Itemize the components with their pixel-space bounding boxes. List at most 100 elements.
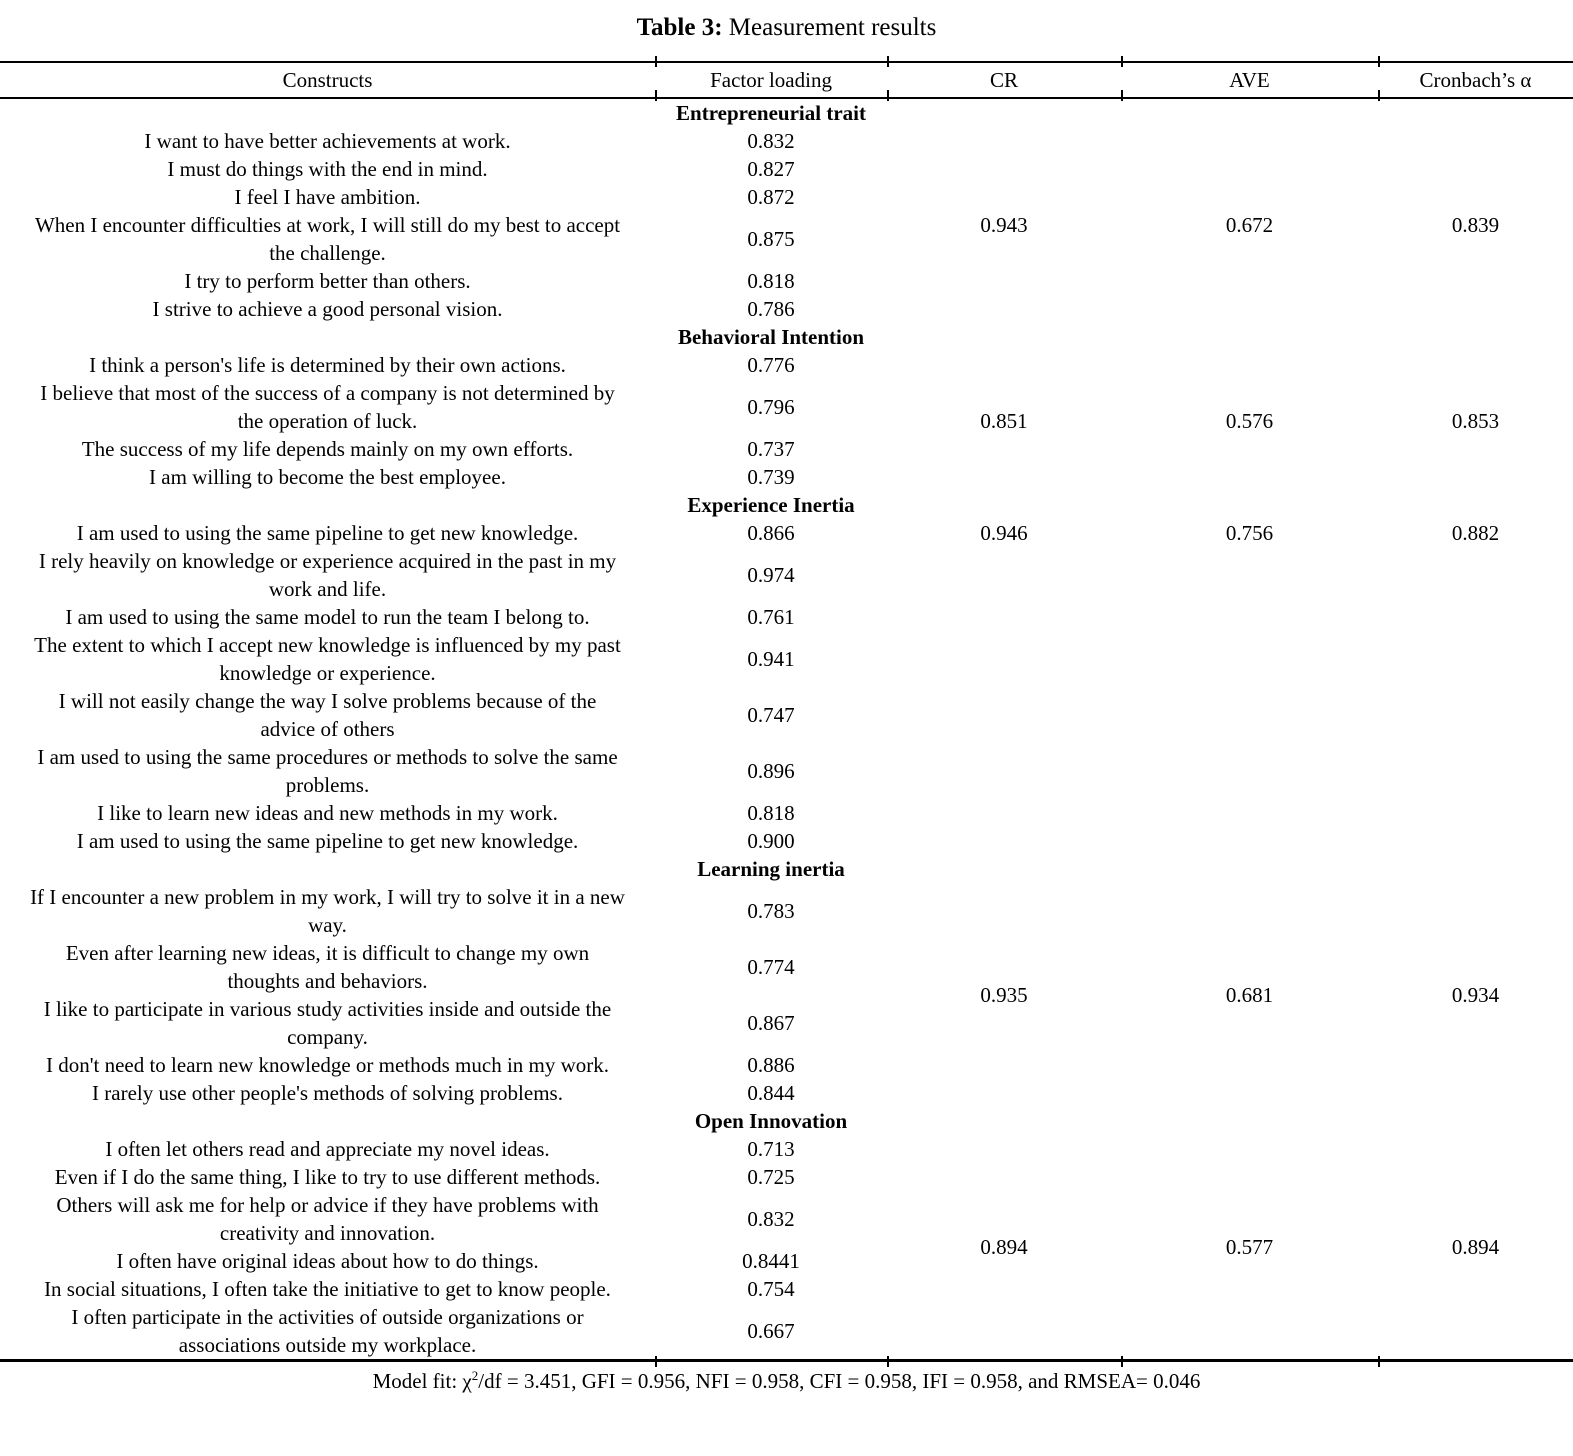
col-header-constructs: Constructs (0, 62, 655, 99)
factor-loading-cell: 0.747 (747, 703, 795, 727)
factor-loading-cell: 0.725 (747, 1165, 795, 1189)
ave-cell: 0.576 (1225, 409, 1274, 433)
section-spacer-cell (887, 98, 1121, 127)
factor-loading-cell: 0.867 (747, 1011, 795, 1035)
item-row: I often let others read and appreciate m… (0, 1135, 1573, 1259)
item-row: I try to perform better than others. 0.81… (0, 267, 1573, 295)
item-row: I am willing to become the best employee… (0, 463, 1573, 491)
item-row: The success of my life depends mainly on… (0, 435, 1573, 463)
item-row: I am used to using the same pipeline to … (0, 827, 1573, 855)
factor-loading-cell: 0.739 (747, 465, 795, 489)
cronbach-alpha-cell: 0.934 (1451, 983, 1500, 1007)
column-tick (654, 90, 657, 101)
section-row: Learning inertia (0, 855, 1573, 883)
section-spacer-cell (1121, 1107, 1378, 1135)
construct-cell: If I encounter a new problem in my work,… (30, 885, 625, 937)
factor-loading-cell: 0.832 (747, 1207, 795, 1231)
item-row: If I encounter a new problem in my work,… (0, 883, 1573, 1007)
cronbach-alpha-cell: 0.882 (1451, 521, 1500, 545)
item-row: I want to have better achievements at wo… (0, 127, 1573, 237)
section-spacer-cell (887, 491, 1121, 519)
construct-cell: Even after learning new ideas, it is dif… (65, 941, 590, 993)
construct-cell: Even if I do the same thing, I like to t… (54, 1165, 601, 1189)
table-number: Table 3: (636, 14, 723, 41)
measurement-table: Constructs Factor loading CR AVE Cronbac… (0, 61, 1573, 1362)
factor-loading-cell: 0.827 (747, 157, 795, 181)
header-row: Constructs Factor loading CR AVE Cronbac… (0, 62, 1573, 99)
construct-cell: I am used to using the same model to run… (65, 605, 590, 629)
column-tick (1121, 56, 1124, 67)
item-row: I feel I have ambition. 0.872 (0, 183, 1573, 211)
construct-cell: I am used to using the same pipeline to … (76, 829, 579, 853)
factor-loading-cell: 0.886 (747, 1053, 795, 1077)
section-spacer-cell (1378, 323, 1573, 351)
item-row: When I encounter difficulties at work, I… (0, 211, 1573, 267)
item-row: I often have original ideas about how to… (0, 1247, 1573, 1275)
column-tick (887, 56, 889, 67)
construct-cell: I strive to achieve a good personal visi… (152, 297, 503, 321)
column-tick (887, 1356, 889, 1367)
cronbach-alpha-cell: 0.839 (1451, 213, 1500, 237)
factor-loading-cell: 0.941 (747, 647, 795, 671)
section-spacer-cell (1378, 1107, 1573, 1135)
model-fit-suffix: /df = 3.451, GFI = 0.956, NFI = 0.958, C… (478, 1369, 1201, 1393)
section-spacer-cell (0, 855, 655, 883)
factor-loading-cell: 0.667 (747, 1319, 795, 1343)
construct-cell: In social situations, I often take the i… (44, 1277, 611, 1301)
col-header-cronbach-alpha: Cronbach’s α (1377, 62, 1573, 99)
cr-cell: 0.935 (980, 983, 1028, 1007)
construct-cell: The success of my life depends mainly on… (81, 437, 574, 461)
table-title: Table 3: Measurement results (0, 0, 1573, 43)
section-row: Open Innovation (0, 1107, 1573, 1135)
section-spacer-cell (887, 323, 1121, 351)
factor-loading-cell: 0.844 (747, 1081, 795, 1105)
construct-cell: I am used to using the same pipeline to … (76, 521, 579, 545)
section-header: Behavioral Intention (677, 325, 865, 349)
model-fit-note: Model fit: χ2/df = 3.451, GFI = 0.956, N… (0, 1369, 1573, 1394)
ave-cell: 0.672 (1225, 213, 1274, 237)
construct-cell: I believe that most of the success of a … (40, 381, 615, 433)
construct-cell: The extent to which I accept new knowled… (34, 633, 621, 685)
item-row: In social situations, I often take the i… (0, 1275, 1573, 1303)
factor-loading-cell: 0.866 (747, 521, 795, 545)
section-header: Learning inertia (697, 857, 845, 881)
item-row: I like to participate in various study a… (0, 995, 1573, 1051)
cr-cell: 0.851 (980, 409, 1028, 433)
factor-loading-cell: 0.796 (747, 395, 795, 419)
construct-cell: I like to participate in various study a… (43, 997, 612, 1049)
factor-loading-cell: 0.875 (747, 227, 795, 251)
ave-cell: 0.681 (1225, 983, 1274, 1007)
item-row: I will not easily change the way I solve… (0, 687, 1573, 743)
item-row: I think a person's life is determined by… (0, 351, 1573, 433)
item-row: I strive to achieve a good personal visi… (0, 295, 1573, 323)
cronbach-alpha-cell: 0.853 (1451, 409, 1500, 433)
chi-square-superscript: 2 (471, 1368, 479, 1383)
construct-cell: I don't need to learn new knowledge or m… (45, 1053, 610, 1077)
construct-cell: I will not easily change the way I solve… (58, 689, 597, 741)
section-row: Behavioral Intention (0, 323, 1573, 351)
construct-cell: I like to learn new ideas and new method… (97, 801, 558, 825)
factor-loading-cell: 0.786 (747, 297, 795, 321)
construct-cell: I try to perform better than others. (184, 269, 471, 293)
factor-loading-cell: 0.783 (747, 899, 795, 923)
item-row: Others will ask me for help or advice if… (0, 1191, 1573, 1247)
section-spacer-cell (0, 491, 655, 519)
ave-cell: 0.577 (1225, 1235, 1274, 1259)
construct-cell: I often have original ideas about how to… (116, 1249, 539, 1273)
section-header: Entrepreneurial trait (676, 101, 866, 125)
construct-cell: When I encounter difficulties at work, I… (34, 213, 621, 265)
item-row: I am used to using the same pipeline to … (0, 519, 1573, 547)
item-row: I rely heavily on knowledge or experienc… (0, 547, 1573, 603)
construct-cell: I want to have better achievements at wo… (144, 129, 511, 153)
factor-loading-cell: 0.818 (747, 801, 795, 825)
item-row: I don't need to learn new knowledge or m… (0, 1051, 1573, 1079)
model-fit-prefix: Model fit: χ (372, 1369, 472, 1393)
measurement-table-wrap: Constructs Factor loading CR AVE Cronbac… (0, 56, 1573, 1367)
column-tick (1377, 90, 1380, 101)
construct-cell: I rely heavily on knowledge or experienc… (38, 549, 617, 601)
factor-loading-cell: 0.832 (747, 129, 795, 153)
item-row: I like to learn new ideas and new method… (0, 799, 1573, 827)
factor-loading-cell: 0.900 (747, 829, 795, 853)
section-spacer-cell (1378, 98, 1573, 127)
